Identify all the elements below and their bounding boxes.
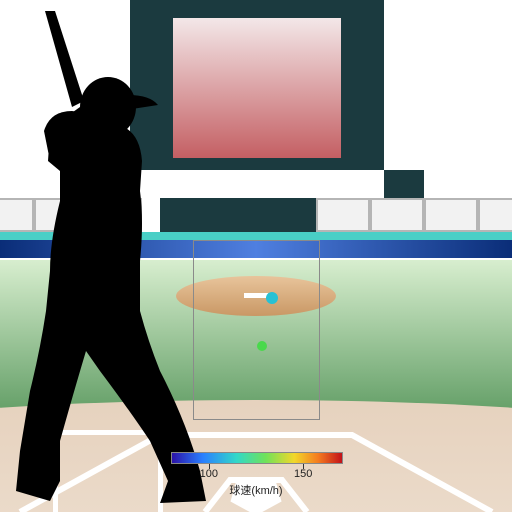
colorbar-tick-label: 150 [294,468,312,480]
colorbar-ticks: 100 150 [171,464,341,482]
pitch-location-chart: 100 150 球速(km/h) [0,0,512,512]
colorbar-gradient [171,452,343,464]
pitch-point [257,341,267,351]
colorbar-title: 球速(km/h) [171,482,341,498]
pitch-point [266,292,278,304]
colorbar-tick-label: 100 [200,468,218,480]
batter-silhouette [0,10,250,512]
velocity-colorbar: 100 150 球速(km/h) [171,452,341,498]
